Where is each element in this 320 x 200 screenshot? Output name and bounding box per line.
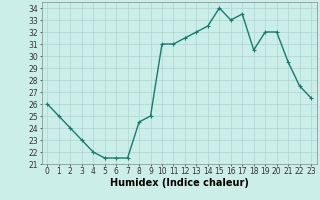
X-axis label: Humidex (Indice chaleur): Humidex (Indice chaleur) (110, 178, 249, 188)
